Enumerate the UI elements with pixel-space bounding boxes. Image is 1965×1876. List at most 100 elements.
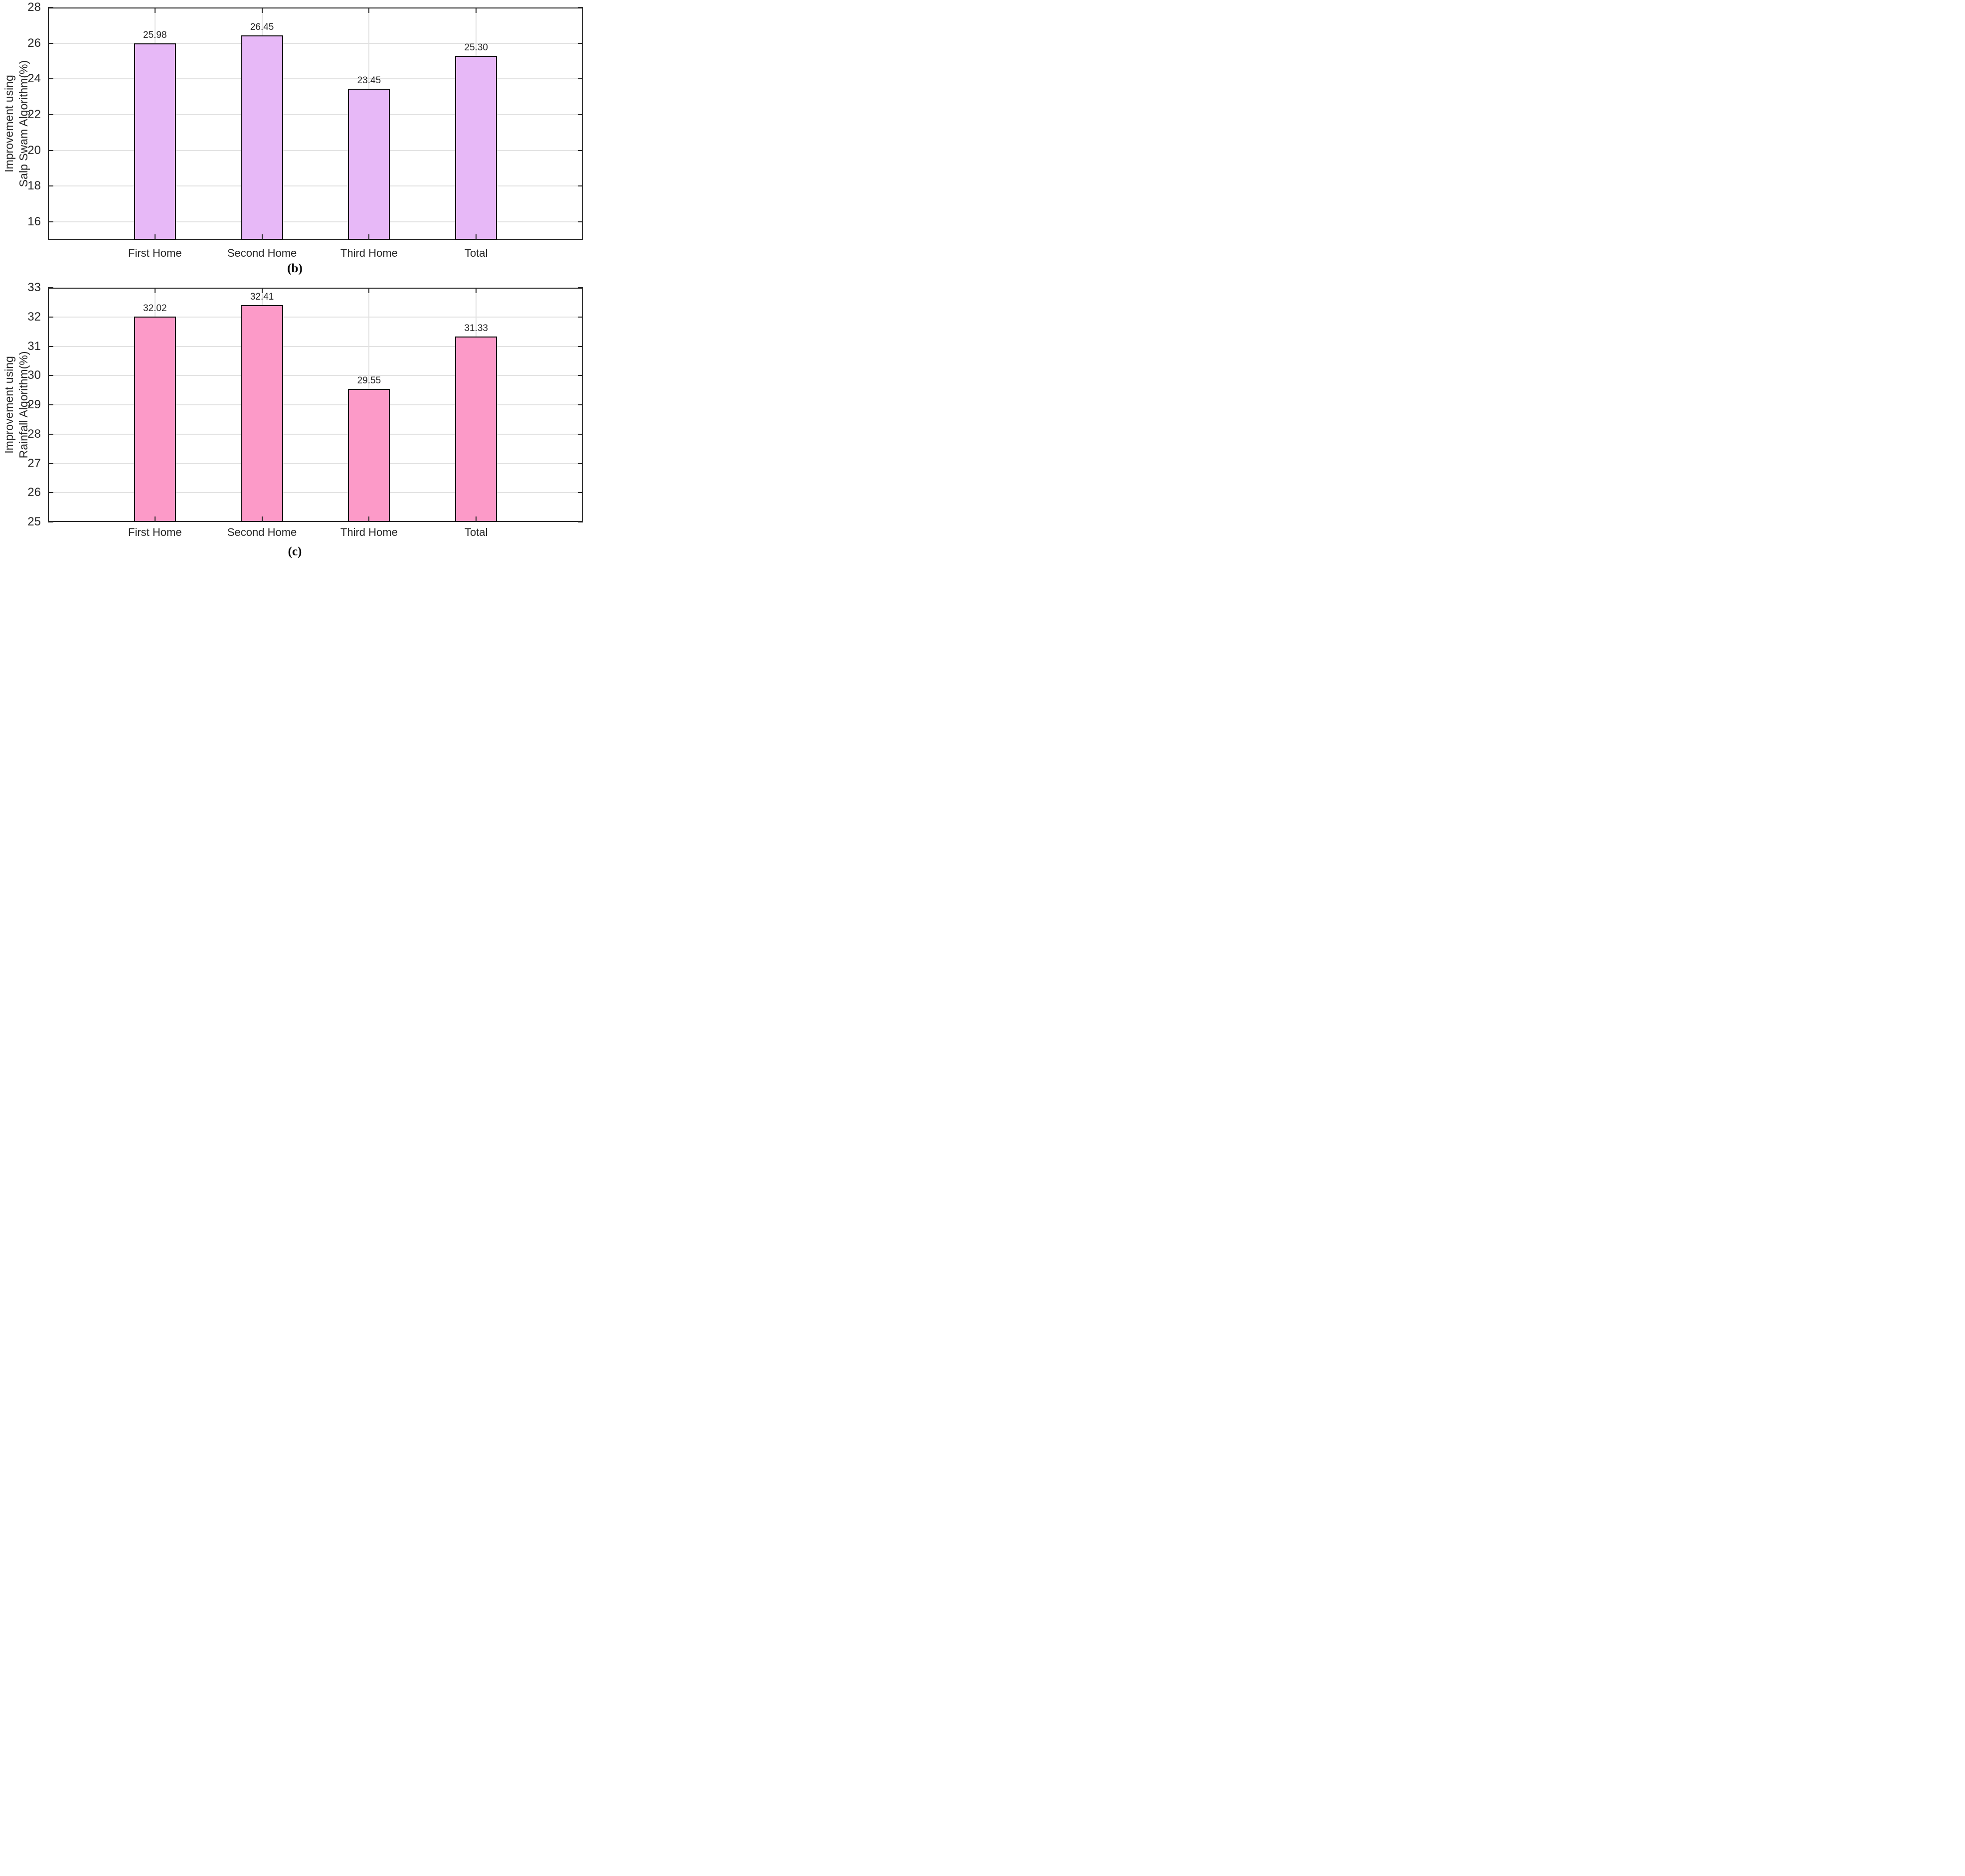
y-tick-mark-right [578,221,583,223]
y-tick-label: 26 [27,36,41,50]
y-tick-mark-left [48,114,53,116]
x-tick-mark-bottom [476,234,477,240]
bar-value-label: 25.98 [143,30,167,41]
x-tick-mark-bottom [368,234,370,240]
y-tick-label: 30 [27,368,41,382]
x-tick-mark-top [476,7,477,13]
y-tick-mark-left [48,221,53,223]
y-tick-mark-right [578,433,583,435]
y-tick-mark-left [48,345,53,347]
gridline-horizontal [48,42,583,44]
gridline-horizontal [48,492,583,494]
x-tick-label: Third Home [340,247,398,259]
y-tick-mark-right [578,42,583,44]
y-tick-label: 25 [27,515,41,528]
y-axis-label-line: Improvement using [2,356,15,454]
gridline-horizontal [48,185,583,187]
gridline-horizontal [48,150,583,151]
y-tick-label: 27 [27,456,41,470]
y-tick-mark-left [48,287,53,288]
y-tick-mark-left [48,521,53,522]
bar-value-label: 23.45 [357,75,381,86]
x-tick-mark-top [368,7,370,13]
x-tick-mark-bottom [368,516,370,522]
y-tick-mark-right [578,7,583,8]
bar-first-home [134,316,176,522]
y-tick-mark-left [48,78,53,80]
y-tick-mark-left [48,375,53,376]
y-axis-label: Improvement using Rainfall Algorithm(%) [2,280,31,529]
x-tick-label: Second Home [227,526,297,538]
gridline-horizontal [48,78,583,80]
gridline-horizontal [48,463,583,464]
x-tick-mark-top [154,7,156,13]
x-tick-label: Total [464,526,488,538]
x-tick-mark-bottom [261,234,263,240]
y-tick-mark-right [578,404,583,405]
bar-third-home [348,388,390,522]
y-tick-mark-left [48,150,53,151]
x-tick-mark-top [476,288,477,293]
y-tick-mark-left [48,492,53,494]
y-tick-mark-right [578,345,583,347]
y-axis-label: Improvement using Salp Swam Algorithm(%) [2,0,31,248]
y-axis-label-line: Improvement using [2,75,15,172]
bar-value-label: 32.02 [143,303,167,314]
y-tick-mark-left [48,463,53,464]
x-tick-label: First Home [128,526,182,538]
y-tick-label: 33 [27,281,41,294]
x-tick-mark-bottom [476,516,477,522]
x-tick-label: Third Home [340,526,398,538]
y-tick-mark-right [578,316,583,318]
x-tick-mark-top [261,7,263,13]
bar-second-home [241,35,283,240]
y-tick-mark-left [48,42,53,44]
gridline-horizontal [48,375,583,376]
y-tick-mark-right [578,521,583,522]
bar-second-home [241,305,283,522]
y-tick-label: 26 [27,486,41,500]
y-tick-mark-right [578,463,583,464]
x-tick-mark-bottom [154,234,156,240]
y-tick-mark-left [48,7,53,8]
y-tick-mark-right [578,150,583,151]
x-tick-mark-top [261,288,263,293]
y-tick-label: 16 [27,215,41,229]
gridline-horizontal [48,433,583,435]
y-axis-label-line: Rainfall Algorithm(%) [17,351,30,459]
y-tick-label: 22 [27,108,41,122]
caption-c-text: (c) [288,545,302,558]
y-tick-label: 20 [27,143,41,157]
bar-value-label: 25.30 [464,42,488,53]
x-tick-label: First Home [128,247,182,259]
y-tick-mark-left [48,433,53,435]
y-tick-label: 28 [27,0,41,14]
bar-total [455,337,497,522]
bar-total [455,55,497,240]
y-tick-label: 28 [27,427,41,441]
gridline-horizontal [48,316,583,318]
bar-value-label: 26.45 [250,21,274,32]
x-tick-mark-bottom [154,516,156,522]
plot-area [48,7,583,240]
x-tick-mark-top [154,288,156,293]
y-tick-label: 29 [27,398,41,411]
bar-first-home [134,43,176,240]
bar-third-home [348,89,390,240]
bar-value-label: 29.55 [357,375,381,386]
caption-b: (b) [0,262,590,276]
y-tick-label: 32 [27,310,41,324]
y-tick-mark-left [48,316,53,318]
x-tick-mark-top [368,288,370,293]
x-tick-label: Total [464,247,488,259]
gridline-horizontal [48,114,583,116]
y-tick-mark-right [578,78,583,80]
y-tick-mark-right [578,114,583,116]
x-tick-mark-bottom [261,516,263,522]
y-tick-label: 18 [27,179,41,193]
bar-value-label: 31.33 [464,323,488,334]
y-tick-label: 31 [27,339,41,353]
y-tick-mark-right [578,492,583,494]
y-tick-label: 24 [27,72,41,86]
bar-value-label: 32.41 [250,291,274,302]
